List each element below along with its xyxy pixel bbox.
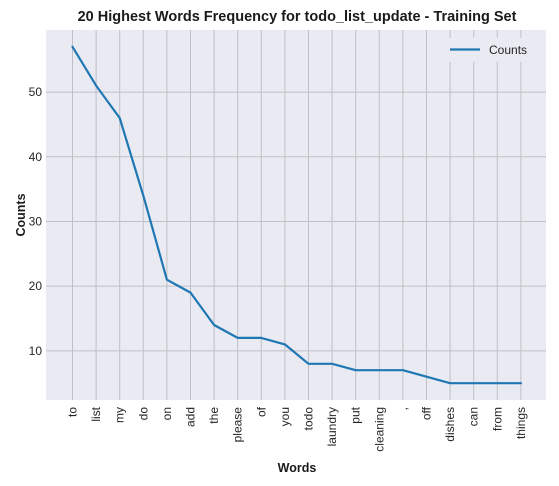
x-tick-label: of xyxy=(254,406,268,417)
x-tick-label: you xyxy=(278,407,292,426)
x-tick-label: do xyxy=(136,407,150,421)
y-axis-label: Counts xyxy=(14,193,28,236)
x-tick-label: add xyxy=(184,407,198,427)
x-axis-label: Words xyxy=(278,461,317,475)
x-tick-label: can xyxy=(467,407,481,426)
chart-title: 20 Highest Words Frequency for todo_list… xyxy=(78,9,517,25)
x-tick-label: please xyxy=(231,407,245,443)
x-tick-label: dishes xyxy=(443,407,457,442)
x-tick-label: my xyxy=(113,407,127,423)
x-tick-label: on xyxy=(160,407,174,420)
y-tick-label: 40 xyxy=(29,150,43,164)
x-tick-label: put xyxy=(349,406,363,423)
y-axis-ticks: 10 20 30 40 50 xyxy=(29,85,43,358)
legend: Counts xyxy=(442,38,540,62)
x-tick-label: to xyxy=(66,407,80,417)
x-tick-label: list xyxy=(89,406,103,421)
x-tick-label: from xyxy=(490,407,504,431)
x-tick-label: cleaning xyxy=(372,407,386,452)
x-tick-label: things xyxy=(514,407,528,439)
x-axis-ticks: to list my do on add the please of you todo laundry… xyxy=(66,406,528,451)
y-tick-label: 50 xyxy=(29,85,43,99)
legend-label: Counts xyxy=(489,43,527,57)
y-tick-label: 10 xyxy=(29,344,43,358)
x-tick-label: off xyxy=(420,406,434,420)
grid xyxy=(46,30,546,400)
x-tick-label: laundry xyxy=(325,407,339,446)
plot-area xyxy=(46,30,546,400)
line-layer xyxy=(71,45,523,385)
x-tick-label: todo xyxy=(302,407,316,431)
x-tick-label: , xyxy=(396,407,410,410)
y-tick-label: 20 xyxy=(29,279,43,293)
x-tick-label: the xyxy=(207,407,221,424)
series-line-counts xyxy=(71,45,523,385)
y-tick-label: 30 xyxy=(29,214,43,228)
